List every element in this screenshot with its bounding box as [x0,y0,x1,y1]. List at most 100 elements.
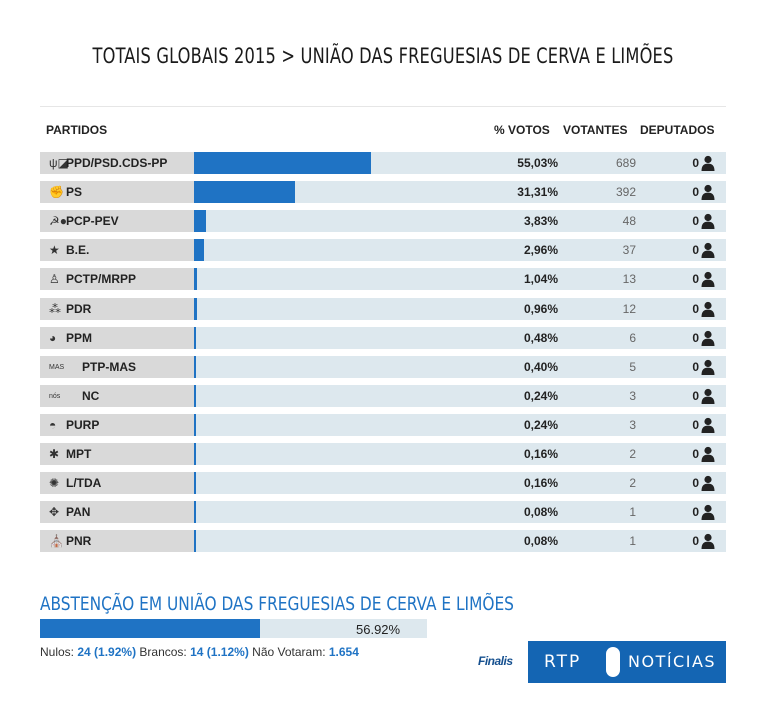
bar-ps [194,181,295,203]
party-name: PCTP/MRPP [66,272,137,286]
seat-count: 0 [692,534,699,548]
person-icon [701,155,715,171]
person-icon [701,271,715,287]
nao-votaram-value: 1.654 [328,645,359,659]
party-name: PTP-MAS [82,360,136,374]
table-row: ⛪ PNR 0,08% 1 0 [40,530,726,552]
abstention-title: ABSTENÇÃO EM UNIÃO DAS FREGUESIAS DE CER… [40,593,514,615]
table-row: MAS PTP-MAS 0,40% 5 0 [40,356,726,378]
party-name: PCP-PEV [66,214,119,228]
table-row: ✺ L/TDA 0,16% 2 0 [40,472,726,494]
bar-ppm [194,327,196,349]
party-name-cell [40,443,194,465]
person-icon [701,330,715,346]
abstention-bar-fill [40,619,260,638]
party-name: PNR [66,534,92,548]
vote-count: 13 [622,272,636,286]
bar-b-e- [194,239,204,261]
bar-track [194,530,726,552]
vote-percent: 0,16% [523,476,558,490]
party-logo-icon: ⛪ [49,534,64,548]
vote-percent: 2,96% [523,243,558,257]
party-name-cell [40,181,194,203]
party-name-cell [40,501,194,523]
nulos-value: 24 (1.92%) [77,645,137,659]
vote-percent: 0,40% [523,360,558,374]
bar-purp [194,414,196,436]
vote-percent: 0,48% [523,331,558,345]
party-name-cell [40,385,194,407]
bar-track [194,327,726,349]
party-name-cell [40,268,194,290]
nao-votaram-label: Não Votaram: [252,645,326,659]
party-logo-icon: ✱ [49,447,60,461]
vote-count: 48 [622,214,636,228]
header-deputados: DEPUTADOS [640,123,715,137]
vote-percent: 0,24% [523,418,558,432]
person-icon [701,359,715,375]
rtp-noticias-logo: RTP NOTÍCIAS [528,641,726,683]
party-name-cell [40,356,194,378]
vote-percent: 3,83% [523,214,558,228]
vote-percent: 0,16% [523,447,558,461]
nulos-label: Nulos: [40,645,75,659]
bar-l-tda [194,472,196,494]
vote-count: 3 [629,418,636,432]
person-icon [701,475,715,491]
seat-count: 0 [692,214,699,228]
table-row: ⁂ PDR 0,96% 12 0 [40,298,726,320]
seat-count: 0 [692,331,699,345]
party-logo-icon: ✥ [49,505,60,519]
party-logo-icon: ⁂ [49,302,61,316]
party-name: B.E. [66,243,90,257]
party-logo-icon: MAS [49,363,65,371]
abstention-stats: Nulos: 24 (1.92%) Brancos: 14 (1.12%) Nã… [40,645,359,659]
party-logo-icon: nós [49,392,61,400]
seat-count: 0 [692,272,699,286]
party-name: NC [82,389,100,403]
bar-pan [194,501,196,523]
vote-percent: 1,04% [523,272,558,286]
noticias-logo-text: NOTÍCIAS [628,652,717,671]
person-icon [701,446,715,462]
vote-count: 12 [622,302,636,316]
party-logo-icon: ψ◪ [49,156,69,170]
person-icon [701,301,715,317]
party-name-cell [40,152,194,174]
table-row: ☭● PCP-PEV 3,83% 48 0 [40,210,726,232]
person-icon [701,213,715,229]
table-row: ✱ MPT 0,16% 2 0 [40,443,726,465]
seat-count: 0 [692,185,699,199]
table-row: ✊ PS 31,31% 392 0 [40,181,726,203]
party-name: L/TDA [66,476,102,490]
person-icon [701,533,715,549]
header-votantes: VOTANTES [563,123,628,137]
party-logo-icon: ✊ [49,185,64,199]
bar-track [194,239,726,261]
party-name: PAN [66,505,91,519]
vote-count: 689 [615,156,636,170]
party-name: PPM [66,331,93,345]
party-name-cell [40,239,194,261]
party-name: MPT [66,447,92,461]
table-row: ψ◪ PPD/PSD.CDS-PP 55,03% 689 0 [40,152,726,174]
brancos-value: 14 (1.12%) [190,645,249,659]
bar-track [194,298,726,320]
party-name: PPD/PSD.CDS-PP [66,156,168,170]
rtp-logo-text: RTP [544,652,582,672]
vote-count: 2 [629,476,636,490]
person-icon [701,242,715,258]
vote-percent: 0,96% [523,302,558,316]
rtp-logo-pill [606,647,620,677]
bar-pdr [194,298,198,320]
brancos-label: Brancos: [139,645,187,659]
party-logo-icon: ☭● [49,214,68,228]
seat-count: 0 [692,302,699,316]
party-logo-icon: ★ [49,243,60,257]
party-name: PDR [66,302,92,316]
bar-track [194,443,726,465]
party-name-cell [40,210,194,232]
bar-track [194,210,726,232]
bar-track [194,501,726,523]
bar-pctp-mrpp [194,268,198,290]
